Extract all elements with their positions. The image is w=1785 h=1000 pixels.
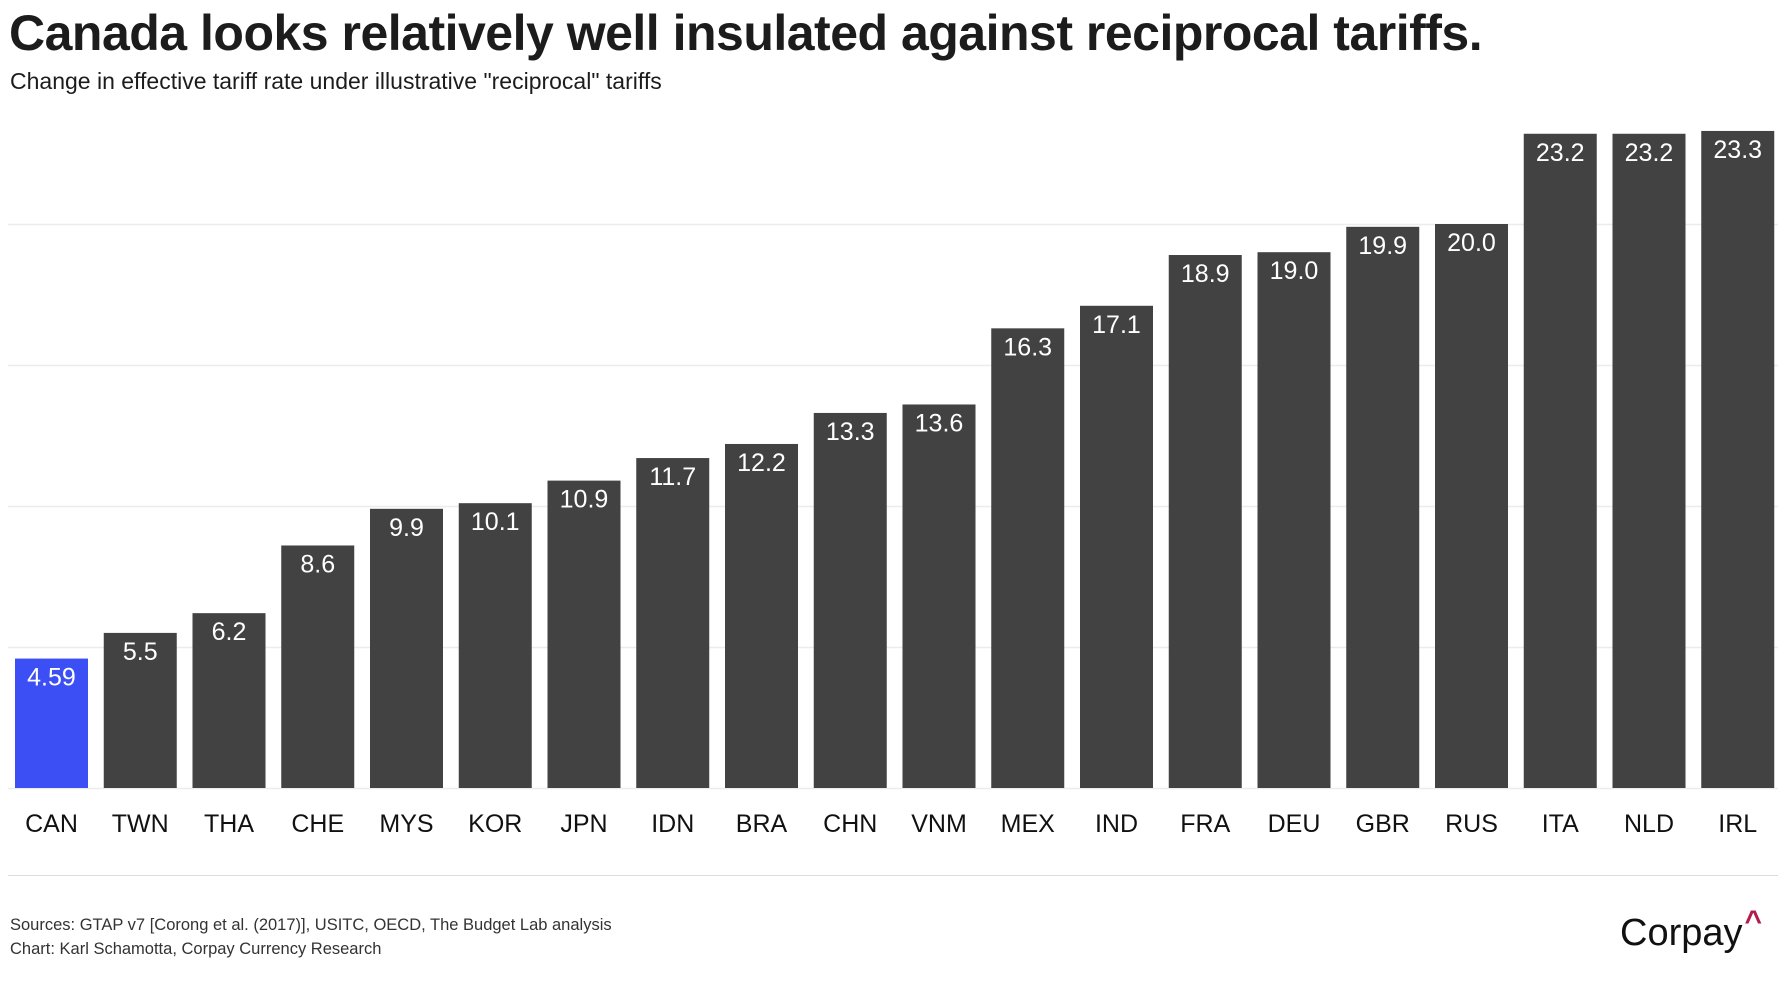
value-label-rus: 20.0	[1447, 229, 1496, 257]
value-label-ita: 23.2	[1536, 139, 1585, 167]
category-label-chn: CHN	[823, 810, 877, 838]
gridlines	[8, 223, 1778, 790]
value-label-twn: 5.5	[123, 638, 158, 666]
value-label-tha: 6.2	[212, 618, 247, 646]
value-label-ind: 17.1	[1092, 311, 1141, 339]
category-label-mys: MYS	[379, 810, 433, 838]
category-labels: CAN TWN THA CHE MYS KOR JPN IDN BRA CHN VNM MEX IND F…	[25, 810, 1757, 838]
value-label-jpn: 10.9	[560, 486, 609, 514]
category-label-ita: ITA	[1542, 810, 1579, 838]
category-label-irl: IRL	[1718, 810, 1757, 838]
category-label-che: CHE	[291, 810, 344, 838]
category-label-bra: BRA	[736, 810, 788, 838]
value-label-fra: 18.9	[1181, 260, 1230, 288]
bar-ita	[1523, 133, 1597, 788]
category-label-rus: RUS	[1445, 810, 1498, 838]
bar-kor	[458, 503, 532, 788]
category-label-jpn: JPN	[560, 810, 607, 838]
bar-chart: 4.59 5.5 6.2 8.6 9.9 10.1 10.9 11.7 12.2 13.3 13.6…	[8, 130, 1778, 838]
bar-deu	[1257, 252, 1331, 788]
bar-vnm	[902, 404, 976, 788]
bar-ind	[1080, 305, 1153, 788]
category-label-nld: NLD	[1624, 810, 1674, 838]
chart-title: Canada looks relatively well insulated a…	[9, 5, 1483, 61]
bar-gbr	[1346, 226, 1420, 788]
value-label-kor: 10.1	[471, 508, 520, 536]
category-label-gbr: GBR	[1356, 810, 1410, 838]
category-label-can: CAN	[25, 810, 78, 838]
value-label-mys: 9.9	[389, 514, 424, 542]
chart-credit: Chart: Karl Schamotta, Corpay Currency R…	[10, 940, 382, 958]
sources-text: Sources: GTAP v7 [Corong et al. (2017)],…	[10, 916, 612, 934]
bar-rus	[1435, 224, 1508, 788]
bar-fra	[1168, 255, 1242, 788]
category-label-deu: DEU	[1268, 810, 1321, 838]
category-label-kor: KOR	[468, 810, 522, 838]
value-label-mex: 16.3	[1003, 333, 1052, 361]
bar-nld	[1612, 133, 1686, 788]
bar-idn	[636, 458, 710, 788]
bars	[15, 130, 1775, 788]
logo-caret-icon: ^	[1744, 905, 1763, 938]
bar-bra	[725, 443, 798, 788]
bar-can	[15, 658, 88, 788]
bar-irl	[1701, 130, 1775, 788]
bar-che	[281, 545, 355, 788]
value-label-deu: 19.0	[1270, 257, 1319, 285]
bar-jpn	[547, 480, 621, 788]
value-label-gbr: 19.9	[1358, 232, 1407, 260]
bar-tha	[192, 613, 266, 788]
value-label-vnm: 13.6	[915, 409, 964, 437]
category-label-ind: IND	[1095, 810, 1138, 838]
category-label-mex: MEX	[1001, 810, 1056, 838]
category-label-idn: IDN	[651, 810, 694, 838]
value-label-che: 8.6	[300, 550, 335, 578]
value-label-bra: 12.2	[737, 449, 786, 477]
value-label-can: 4.59	[27, 664, 76, 692]
value-label-irl: 23.3	[1713, 136, 1762, 164]
bar-mys	[370, 508, 443, 788]
category-label-tha: THA	[204, 810, 254, 838]
bar-chn	[813, 412, 887, 788]
bar-twn	[103, 632, 177, 788]
bar-mex	[991, 328, 1065, 788]
source-note: Sources: GTAP v7 [Corong et al. (2017)],…	[10, 913, 612, 961]
category-label-vnm: VNM	[911, 810, 967, 838]
chart-subtitle: Change in effective tariff rate under il…	[10, 68, 662, 94]
value-label-nld: 23.2	[1625, 139, 1674, 167]
corpay-logo: Corpay^	[1620, 905, 1762, 955]
value-label-idn: 11.7	[649, 463, 696, 491]
category-label-fra: FRA	[1180, 810, 1230, 838]
logo-wordmark: Corpay	[1620, 912, 1743, 954]
footer-divider	[8, 875, 1778, 876]
value-labels: 4.59 5.5 6.2 8.6 9.9 10.1 10.9 11.7 12.2 13.3 13.6…	[27, 136, 1762, 692]
value-label-chn: 13.3	[826, 418, 875, 446]
category-label-twn: TWN	[112, 810, 169, 838]
